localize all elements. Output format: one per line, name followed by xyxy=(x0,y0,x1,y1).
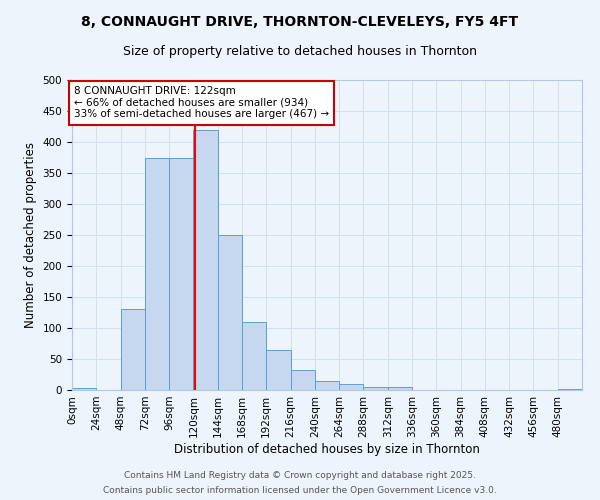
Bar xyxy=(72,388,96,390)
Text: Contains HM Land Registry data © Crown copyright and database right 2025.: Contains HM Land Registry data © Crown c… xyxy=(124,471,476,480)
Bar xyxy=(242,322,266,390)
Bar xyxy=(290,370,315,390)
Bar xyxy=(121,310,145,390)
Bar xyxy=(266,350,290,390)
Text: 8, CONNAUGHT DRIVE, THORNTON-CLEVELEYS, FY5 4FT: 8, CONNAUGHT DRIVE, THORNTON-CLEVELEYS, … xyxy=(82,15,518,29)
Text: 8 CONNAUGHT DRIVE: 122sqm
← 66% of detached houses are smaller (934)
33% of semi: 8 CONNAUGHT DRIVE: 122sqm ← 66% of detac… xyxy=(74,86,329,120)
Bar xyxy=(169,158,193,390)
Bar xyxy=(339,384,364,390)
Bar xyxy=(218,235,242,390)
Bar xyxy=(558,389,582,390)
Bar xyxy=(315,380,339,390)
Text: Contains public sector information licensed under the Open Government Licence v3: Contains public sector information licen… xyxy=(103,486,497,495)
Bar xyxy=(145,158,169,390)
Bar xyxy=(193,130,218,390)
X-axis label: Distribution of detached houses by size in Thornton: Distribution of detached houses by size … xyxy=(174,442,480,456)
Text: Size of property relative to detached houses in Thornton: Size of property relative to detached ho… xyxy=(123,45,477,58)
Y-axis label: Number of detached properties: Number of detached properties xyxy=(24,142,37,328)
Bar xyxy=(388,387,412,390)
Bar xyxy=(364,387,388,390)
